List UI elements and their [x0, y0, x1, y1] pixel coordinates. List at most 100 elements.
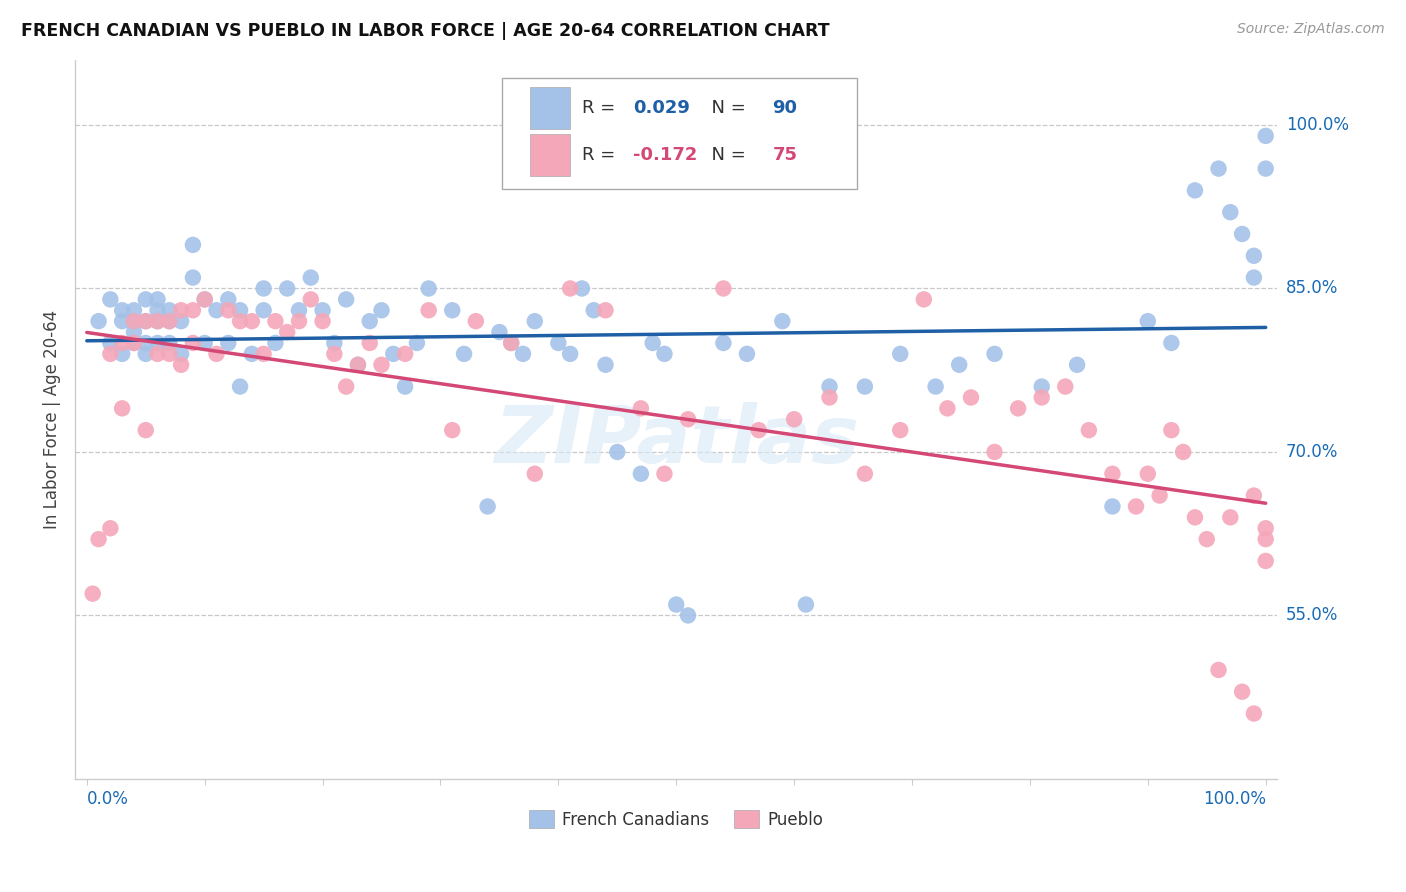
Point: [418, 281, 440, 295]
Point: [170, 358, 193, 372]
Point: [501, 335, 523, 350]
Point: [205, 303, 228, 318]
Point: [122, 314, 145, 328]
Point: [335, 293, 357, 307]
Point: [453, 347, 475, 361]
FancyBboxPatch shape: [502, 78, 856, 189]
Point: [1208, 161, 1230, 176]
Point: [1066, 358, 1088, 372]
Point: [229, 303, 252, 318]
Point: [370, 303, 392, 318]
Point: [676, 608, 699, 623]
Point: [253, 347, 276, 361]
Text: R =: R =: [582, 99, 621, 117]
Point: [122, 303, 145, 318]
Point: [170, 347, 193, 361]
Text: 100.0%: 100.0%: [1202, 789, 1265, 808]
Point: [100, 521, 122, 535]
Point: [606, 445, 628, 459]
Point: [100, 335, 122, 350]
Point: [157, 314, 180, 328]
Point: [135, 423, 157, 437]
Point: [406, 335, 429, 350]
Point: [146, 293, 169, 307]
Point: [1125, 500, 1147, 514]
Point: [713, 335, 735, 350]
Point: [157, 347, 180, 361]
Point: [547, 335, 569, 350]
Point: [818, 391, 841, 405]
Point: [146, 335, 169, 350]
Point: [170, 303, 193, 318]
Point: [82, 587, 104, 601]
Point: [87, 314, 110, 328]
Text: 85.0%: 85.0%: [1286, 279, 1339, 297]
Point: [217, 303, 239, 318]
Point: [889, 347, 911, 361]
Point: [335, 379, 357, 393]
Point: [146, 314, 169, 328]
Point: [299, 270, 322, 285]
Point: [311, 303, 333, 318]
Point: [630, 467, 652, 481]
Point: [1031, 391, 1053, 405]
Point: [1195, 532, 1218, 546]
Point: [157, 335, 180, 350]
Point: [194, 335, 217, 350]
Point: [288, 314, 311, 328]
Point: [194, 293, 217, 307]
Point: [960, 391, 983, 405]
Point: [641, 335, 664, 350]
Point: [1031, 379, 1053, 393]
Point: [488, 325, 510, 339]
Point: [111, 303, 134, 318]
Point: [1173, 445, 1195, 459]
Point: [264, 314, 287, 328]
Point: [122, 335, 145, 350]
Legend: French Canadians, Pueblo: French Canadians, Pueblo: [522, 804, 831, 835]
Point: [157, 303, 180, 318]
Point: [359, 314, 381, 328]
Point: [1184, 510, 1206, 524]
Point: [111, 401, 134, 416]
Point: [347, 358, 370, 372]
Point: [889, 423, 911, 437]
Point: [501, 335, 523, 350]
Y-axis label: In Labor Force | Age 20-64: In Labor Force | Age 20-64: [44, 310, 60, 529]
Text: 70.0%: 70.0%: [1286, 443, 1339, 461]
Point: [912, 293, 935, 307]
Text: 90: 90: [772, 99, 797, 117]
Point: [100, 293, 122, 307]
Point: [654, 347, 676, 361]
Point: [146, 303, 169, 318]
Point: [595, 358, 617, 372]
Point: [1054, 379, 1077, 393]
Point: [794, 598, 817, 612]
Point: [818, 379, 841, 393]
Point: [418, 303, 440, 318]
Point: [276, 281, 298, 295]
Point: [1101, 467, 1123, 481]
Text: Source: ZipAtlas.com: Source: ZipAtlas.com: [1237, 22, 1385, 37]
Point: [1007, 401, 1029, 416]
Point: [382, 347, 405, 361]
Point: [394, 347, 416, 361]
FancyBboxPatch shape: [530, 134, 571, 176]
Point: [1230, 227, 1253, 241]
Point: [205, 347, 228, 361]
Point: [299, 293, 322, 307]
Point: [441, 423, 464, 437]
Point: [1219, 205, 1241, 219]
Point: [853, 379, 876, 393]
Text: ZIPatlas: ZIPatlas: [494, 401, 859, 480]
Point: [748, 423, 770, 437]
Text: R =: R =: [582, 146, 621, 164]
Point: [229, 379, 252, 393]
Point: [770, 314, 793, 328]
Point: [370, 358, 392, 372]
Point: [135, 293, 157, 307]
Point: [122, 335, 145, 350]
Point: [276, 325, 298, 339]
Point: [1136, 314, 1159, 328]
Point: [111, 347, 134, 361]
